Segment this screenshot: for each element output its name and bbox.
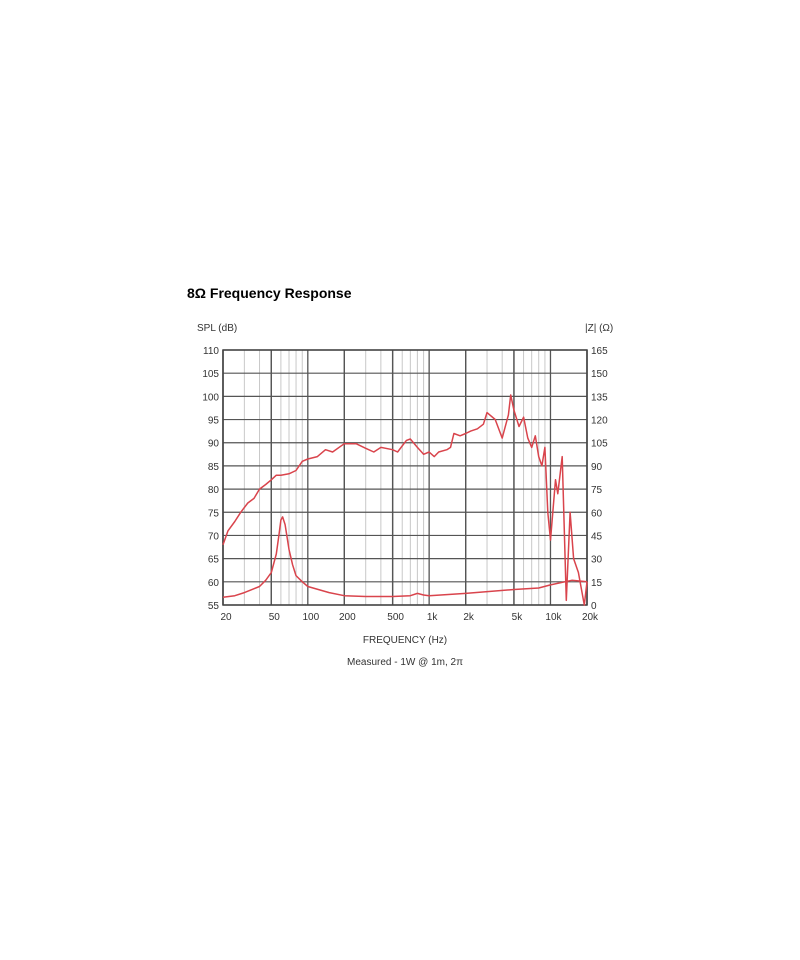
x-tick-label: 200 — [339, 612, 356, 623]
x-tick-label: 50 — [269, 612, 281, 623]
spl-curve — [222, 394, 588, 606]
y2-tick-label: 165 — [591, 346, 608, 357]
y-tick-label: 60 — [208, 578, 220, 589]
y2-tick-label: 90 — [591, 462, 603, 473]
y-tick-label: 80 — [208, 485, 220, 496]
x-axis-label: FREQUENCY (Hz) — [363, 635, 447, 646]
y-tick-label: 95 — [208, 416, 220, 427]
plot-frame — [222, 349, 588, 606]
y2-tick-label: 105 — [591, 439, 608, 450]
y-tick-label: 85 — [208, 462, 220, 473]
y2-tick-label: 15 — [591, 578, 603, 589]
y2-tick-label: 150 — [591, 369, 608, 380]
chart-title: 8Ω Frequency Response — [187, 285, 352, 301]
chart-subtitle: Measured - 1W @ 1m, 2π — [347, 657, 463, 668]
y2-tick-label: 135 — [591, 392, 608, 403]
y-tick-label: 65 — [208, 555, 220, 566]
y2-axis-label: |Z| (Ω) — [585, 323, 613, 334]
y-tick-label: 55 — [208, 601, 220, 612]
y-tick-label: 70 — [208, 531, 220, 542]
y2-tick-label: 0 — [591, 601, 597, 612]
y-axis-label: SPL (dB) — [197, 323, 237, 334]
y-tick-label: 75 — [208, 508, 220, 519]
y-tick-label: 110 — [203, 346, 219, 357]
y2-tick-label: 120 — [591, 416, 608, 427]
y-tick-label: 90 — [208, 439, 220, 450]
x-tick-label: 5k — [512, 612, 524, 623]
y2-tick-label: 30 — [591, 555, 603, 566]
x-tick-label: 10k — [545, 612, 562, 623]
y-tick-label: 100 — [202, 392, 219, 403]
x-tick-label: 2k — [463, 612, 475, 623]
y2-tick-label: 75 — [591, 485, 603, 496]
y2-tick-label: 45 — [591, 531, 603, 542]
y2-tick-label: 60 — [591, 508, 603, 519]
y-tick-label: 105 — [202, 369, 219, 380]
x-tick-label: 20 — [220, 612, 232, 623]
impedance-curve — [222, 516, 588, 599]
x-tick-label: 500 — [387, 612, 404, 623]
x-tick-label: 1k — [427, 612, 439, 623]
x-tick-label: 100 — [302, 612, 319, 623]
x-tick-label: 20k — [582, 612, 599, 623]
